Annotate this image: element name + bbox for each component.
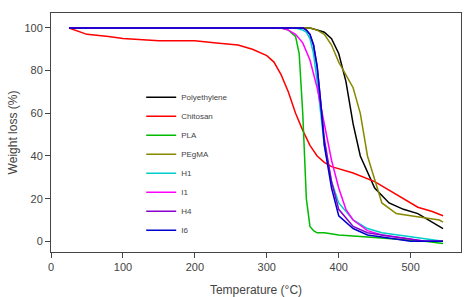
svg-text:40: 40 [31, 150, 43, 162]
svg-text:300: 300 [258, 261, 276, 273]
svg-text:20: 20 [31, 193, 43, 205]
svg-text:100: 100 [24, 22, 42, 34]
svg-text:0: 0 [37, 235, 43, 247]
svg-text:100: 100 [114, 261, 132, 273]
svg-text:60: 60 [31, 107, 43, 119]
svg-text:200: 200 [186, 261, 204, 273]
svg-text:Temperature (°C): Temperature (°C) [210, 283, 302, 297]
svg-text:H1: H1 [181, 169, 192, 178]
svg-text:I1: I1 [181, 188, 188, 197]
svg-text:0: 0 [48, 261, 54, 273]
svg-text:Weight loss (%): Weight loss (%) [6, 91, 20, 175]
svg-text:Chitosan: Chitosan [181, 112, 213, 121]
svg-text:Polyethylene: Polyethylene [181, 93, 227, 102]
svg-text:PEgMA: PEgMA [181, 150, 209, 159]
svg-text:400: 400 [330, 261, 348, 273]
svg-text:80: 80 [31, 64, 43, 76]
svg-text:I6: I6 [181, 226, 188, 235]
svg-text:PLA: PLA [181, 131, 197, 140]
svg-text:500: 500 [401, 261, 419, 273]
svg-text:H4: H4 [181, 207, 192, 216]
